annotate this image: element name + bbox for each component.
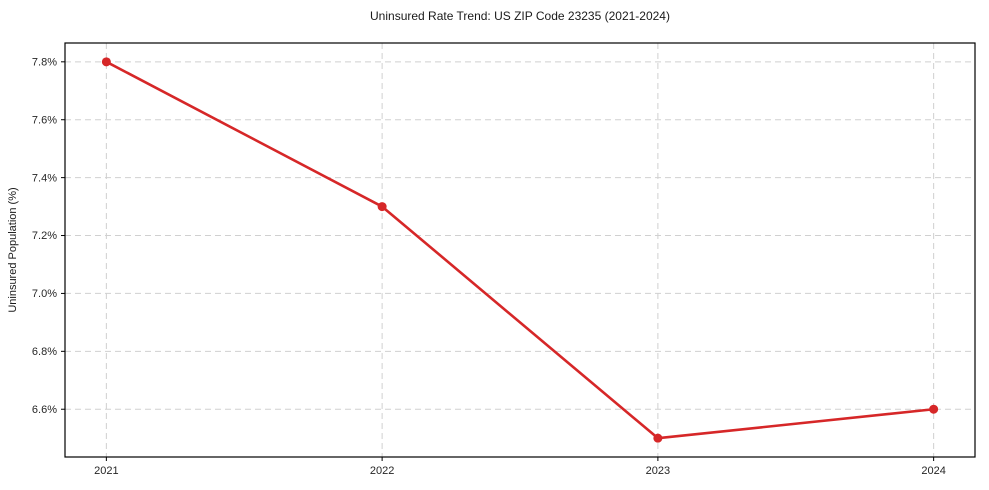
x-tick-label: 2024 bbox=[921, 465, 945, 477]
data-point-2021 bbox=[101, 57, 111, 67]
y-tick-label: 7.6% bbox=[32, 114, 57, 126]
y-tick-label: 7.4% bbox=[32, 172, 57, 184]
x-tick-label: 2022 bbox=[370, 465, 394, 477]
plot-border bbox=[64, 42, 976, 458]
y-tick-label: 7.2% bbox=[32, 230, 57, 242]
data-point-2024 bbox=[929, 404, 939, 414]
data-point-2022 bbox=[377, 202, 387, 212]
x-tick-label: 2021 bbox=[94, 465, 118, 477]
y-tick-label: 6.8% bbox=[32, 346, 57, 358]
y-tick-label: 7.8% bbox=[32, 56, 57, 68]
trend-line bbox=[105, 60, 935, 440]
chart-title: Uninsured Rate Trend: US ZIP Code 23235 … bbox=[370, 9, 670, 23]
data-point-2023 bbox=[653, 433, 663, 443]
x-tick-label: 2023 bbox=[646, 465, 670, 477]
y-tick-label: 6.6% bbox=[32, 404, 57, 416]
plot-area bbox=[65, 43, 975, 457]
y-tick-label: 7.0% bbox=[32, 288, 57, 300]
